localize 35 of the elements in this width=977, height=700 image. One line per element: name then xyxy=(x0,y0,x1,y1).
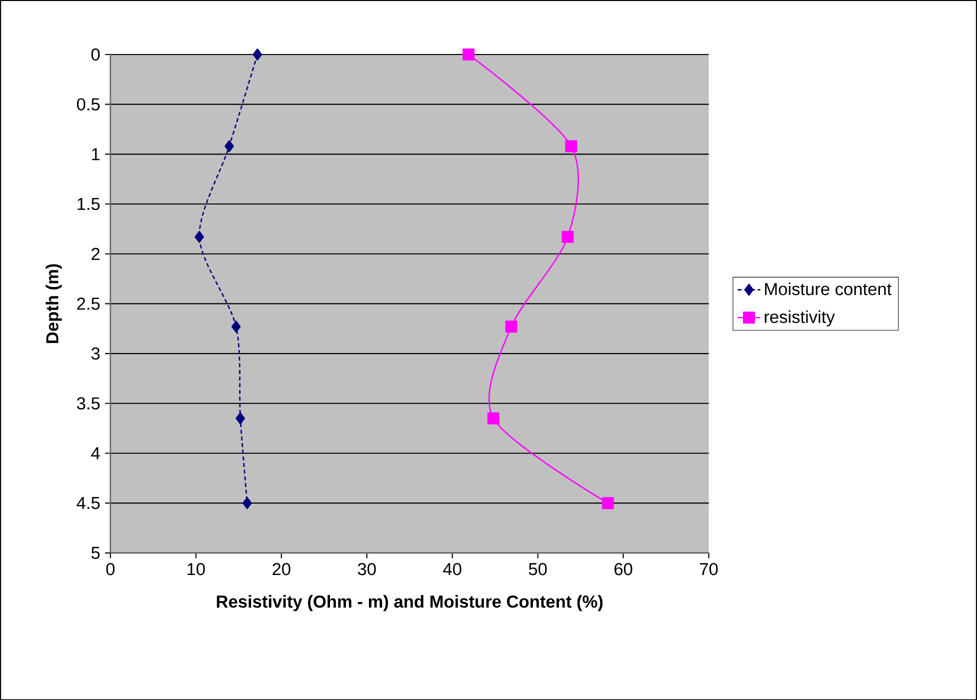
x-tick-label: 70 xyxy=(700,562,718,576)
x-tick-label: 10 xyxy=(188,562,205,576)
y-tick-label: 3 xyxy=(91,347,100,360)
point xyxy=(224,140,234,152)
x-tick-label: 20 xyxy=(272,562,290,576)
x-tick-label: 50 xyxy=(528,562,547,576)
point xyxy=(602,496,614,509)
y-tick-label: 5 xyxy=(91,546,100,559)
y-tick-label: 2 xyxy=(92,248,100,260)
y-tick-label: 0.5 xyxy=(76,98,100,110)
y-tick-label: 3.5 xyxy=(76,397,100,410)
x-tick-label: 0 xyxy=(106,562,115,576)
point xyxy=(236,412,246,424)
point xyxy=(194,230,204,243)
point xyxy=(252,48,262,60)
y-tick-label: 1 xyxy=(92,148,100,160)
y-tick-label: 0 xyxy=(91,48,100,60)
legend-label: Moisture content xyxy=(765,282,892,296)
point xyxy=(242,496,252,509)
x-tick-label: 60 xyxy=(614,562,632,576)
point xyxy=(562,230,574,243)
y-tick-label: 2.5 xyxy=(77,297,100,310)
y-tick-label: 1.5 xyxy=(78,198,100,210)
x-tick-label: 30 xyxy=(358,562,376,576)
point xyxy=(487,412,500,424)
x-tick-label: 40 xyxy=(443,562,462,576)
point xyxy=(565,140,578,152)
y-tick-label: 4 xyxy=(91,447,100,460)
y-axis-title: Depth (m) xyxy=(46,264,62,343)
y-tick-label: 4.5 xyxy=(76,496,100,509)
point xyxy=(505,320,518,332)
point xyxy=(462,48,475,60)
x-axis-title: Resistivity (Ohm - m) and Moisture Content (%) xyxy=(216,594,603,612)
legend-label: resistivity xyxy=(764,310,835,326)
point xyxy=(231,320,241,332)
